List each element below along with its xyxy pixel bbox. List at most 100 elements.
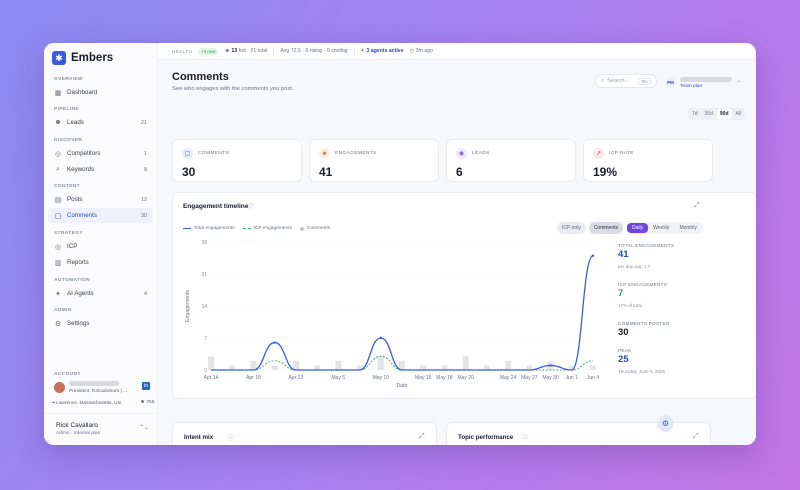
y-axis-label: Engagements	[185, 290, 191, 322]
nav-section-title: OVERVIEW	[54, 77, 83, 82]
info-icon[interactable]: ⓘ	[248, 205, 255, 211]
granularity-daily[interactable]: Daily	[627, 223, 649, 233]
comments-bar	[335, 360, 342, 370]
floating-settings-button[interactable]: ⚙	[657, 415, 674, 432]
last-updated: ◷ 3m ago	[410, 48, 433, 54]
x-tick-label: May 30	[542, 375, 559, 381]
y-tick-label: 7	[204, 336, 207, 342]
stat-label: TOTAL ENGAGEMENTS	[618, 243, 675, 248]
sparkle-icon: ✦	[55, 290, 61, 298]
kpi-card-icp-rate: ↗ ICP RATE 19%	[583, 139, 713, 182]
sidebar-item-comments[interactable]: ▢ Comments 30	[48, 208, 153, 223]
target-icon: ◉	[456, 148, 467, 159]
search-input[interactable]: ⌕ Search... ⌘K	[595, 74, 657, 88]
granularity-weekly[interactable]: Weekly	[653, 225, 670, 231]
range-option[interactable]: 7d	[692, 111, 698, 117]
granularity-monthly[interactable]: Monthly	[679, 225, 697, 231]
legend-swatch	[299, 226, 304, 231]
info-icon[interactable]: ⓘ	[228, 436, 235, 442]
y-tick-label: 0	[204, 368, 207, 374]
kpi-label: ICP RATE	[609, 151, 634, 156]
x-tick-label: May 24	[500, 375, 517, 381]
range-option[interactable]: 30d	[704, 111, 713, 117]
sidebar-item-label: Competitors	[67, 150, 101, 157]
icp-only-toggle[interactable]: ICP only	[557, 222, 586, 234]
sidebar-item-keywords[interactable]: ⌕ Keywords 8	[48, 162, 153, 177]
account-avatar	[54, 382, 65, 393]
expand-icon[interactable]: ⤢	[419, 433, 425, 440]
range-option[interactable]: All	[735, 111, 742, 117]
engagement-timeline-card: Engagement timeline ⓘ ⤢ Total engagement…	[172, 192, 756, 399]
page-title: Comments	[172, 71, 229, 83]
target-icon: ◎	[54, 243, 62, 251]
health-label: HEALTH	[172, 48, 193, 54]
comments-bar	[250, 360, 257, 370]
sidebar-item-label: Leads	[67, 119, 84, 126]
x-tick-label: May 10	[373, 375, 390, 381]
y-tick-label: 21	[201, 272, 207, 278]
nav-section-title: ADMIN	[54, 308, 72, 313]
kpi-card-comments: ▢ COMMENTS 30	[172, 139, 302, 182]
card-title: Topic performance	[458, 434, 514, 441]
legend-comments[interactable]: Comments	[299, 226, 330, 231]
comments-bar	[229, 365, 236, 370]
sidebar-item-label: ICP	[67, 243, 78, 250]
sidebar: ✱ Embers OVERVIEW ▦ Dashboard PIPELINE ☻ Lead…	[44, 43, 158, 445]
brand-logo-icon: ✱	[52, 51, 66, 65]
sidebar-item-dashboard[interactable]: ▦ Dashboard	[48, 85, 153, 100]
expand-icon[interactable]: ⤢	[693, 433, 699, 440]
kpi-value: 6	[456, 165, 463, 179]
sidebar-item-reports[interactable]: ▥ Reports	[48, 255, 153, 270]
hot-leads[interactable]: ☻ 13 hot · 21 total	[224, 48, 268, 54]
sidebar-item-count: 30	[140, 212, 147, 219]
divider	[353, 47, 355, 55]
profile-menu[interactable]: PM Team plan ⌄	[663, 73, 743, 91]
comments-bar	[590, 365, 596, 370]
account-section-title: ACCOUNT	[54, 372, 81, 377]
y-tick-label: 14	[201, 304, 207, 310]
linkedin-icon[interactable]: in	[142, 382, 150, 390]
sidebar-item-ai-agents[interactable]: ✦ AI Agents 4	[48, 286, 153, 301]
legend-total[interactable]: Total engagements	[183, 226, 235, 231]
sidebar-item-leads[interactable]: ☻ Leads 21	[48, 115, 153, 130]
document-icon: ▤	[54, 196, 62, 204]
comments-bar	[356, 365, 363, 370]
user-name: Rick Cavallaro	[56, 422, 98, 429]
expand-icon[interactable]: ⤢	[694, 202, 700, 209]
sidebar-item-icp[interactable]: ◎ ICP	[48, 239, 153, 254]
total-point	[273, 341, 276, 344]
comments-bar	[420, 365, 427, 370]
x-tick-label: May 15	[415, 375, 432, 381]
stat-label: ICP ENGAGEMENTS	[618, 282, 668, 287]
comments-toggle[interactable]: Comments	[588, 222, 623, 234]
sidebar-item-count: 4	[143, 290, 147, 297]
sidebar-item-competitors[interactable]: ◎ Competitors 1	[48, 146, 153, 161]
agents-status[interactable]: ✦ 3 agents active	[361, 48, 404, 54]
range-option[interactable]: 90d	[716, 109, 732, 119]
search-icon: ⌕	[601, 77, 605, 84]
nav-section-title: PIPELINE	[54, 107, 80, 112]
main-content: Comments See who engages with the commen…	[158, 60, 756, 445]
card-title: Engagement timeline	[183, 203, 249, 210]
kpi-card-engagements: ☻ ENGAGEMENTS 41	[309, 139, 439, 182]
profile-name-redacted	[680, 77, 732, 82]
brand[interactable]: ✱ Embers	[52, 51, 113, 65]
date-range-selector: 7d 30d 90d All	[688, 108, 746, 120]
sidebar-item-count: 21	[140, 119, 147, 126]
user-menu[interactable]: Rick Cavallaro Admin · Internal plan ⌃⌄	[44, 413, 158, 445]
comment-icon: ▢	[182, 148, 193, 159]
stat-subtext: Thursday, June 4, 2026	[618, 369, 665, 374]
legend-icp[interactable]: ICP engagements	[242, 226, 292, 231]
sidebar-item-settings[interactable]: ⚙ Settings	[48, 316, 153, 331]
last-updated-text: 3m ago	[415, 48, 433, 54]
stat-label: COMMENTS POSTED	[618, 321, 670, 326]
comments-bar	[505, 360, 512, 370]
info-icon[interactable]: ⓘ	[522, 436, 529, 442]
sidebar-item-posts[interactable]: ▤ Posts 12	[48, 192, 153, 207]
avatar: PM	[665, 77, 676, 88]
stat-value: 30	[618, 327, 629, 338]
x-tick-label: Apr 14	[204, 375, 219, 381]
legend-swatch	[183, 227, 191, 230]
stat-subtext: 17% of total	[618, 303, 642, 308]
legend-total-label: Total engagements	[194, 226, 235, 231]
